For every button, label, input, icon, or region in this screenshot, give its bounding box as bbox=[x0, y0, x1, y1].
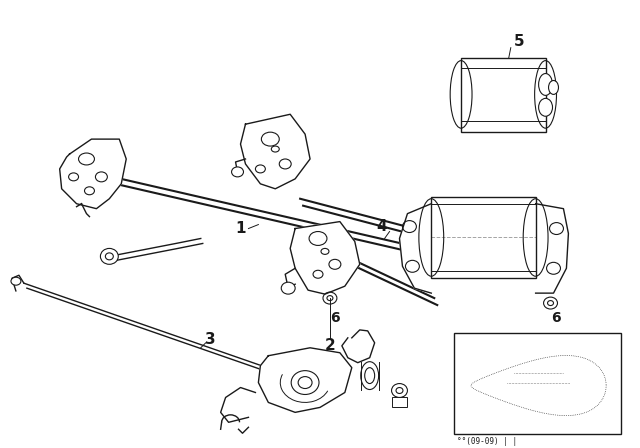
Ellipse shape bbox=[281, 282, 295, 294]
Polygon shape bbox=[399, 204, 431, 293]
Polygon shape bbox=[259, 348, 352, 412]
Text: °°(09-09) | |: °°(09-09) | | bbox=[457, 437, 517, 446]
Text: 5: 5 bbox=[513, 34, 524, 49]
Text: 6: 6 bbox=[550, 311, 560, 325]
Ellipse shape bbox=[232, 167, 243, 177]
Ellipse shape bbox=[11, 277, 21, 285]
Text: 2: 2 bbox=[324, 338, 335, 353]
Bar bbox=[392, 397, 408, 407]
Ellipse shape bbox=[100, 248, 118, 264]
Text: 4: 4 bbox=[376, 219, 387, 234]
Polygon shape bbox=[290, 222, 360, 294]
Polygon shape bbox=[536, 204, 568, 293]
Bar bbox=[431, 197, 536, 278]
Polygon shape bbox=[60, 139, 126, 209]
Polygon shape bbox=[342, 330, 374, 363]
Bar bbox=[454, 333, 621, 434]
Text: 1: 1 bbox=[236, 221, 246, 236]
Text: 6: 6 bbox=[330, 311, 340, 325]
Polygon shape bbox=[241, 114, 310, 189]
Bar bbox=[461, 58, 545, 132]
Ellipse shape bbox=[539, 73, 552, 95]
Ellipse shape bbox=[539, 99, 552, 116]
Ellipse shape bbox=[548, 81, 559, 95]
Text: 3: 3 bbox=[205, 332, 216, 347]
